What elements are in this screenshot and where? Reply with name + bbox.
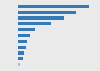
Bar: [18, 22, 51, 25]
Bar: [18, 46, 26, 49]
Bar: [18, 57, 23, 60]
Bar: [18, 34, 30, 37]
Bar: [18, 5, 89, 8]
Bar: [18, 16, 64, 20]
Bar: [18, 11, 76, 14]
Bar: [18, 40, 28, 43]
Bar: [18, 51, 24, 55]
Bar: [18, 28, 35, 31]
Bar: [18, 63, 20, 66]
